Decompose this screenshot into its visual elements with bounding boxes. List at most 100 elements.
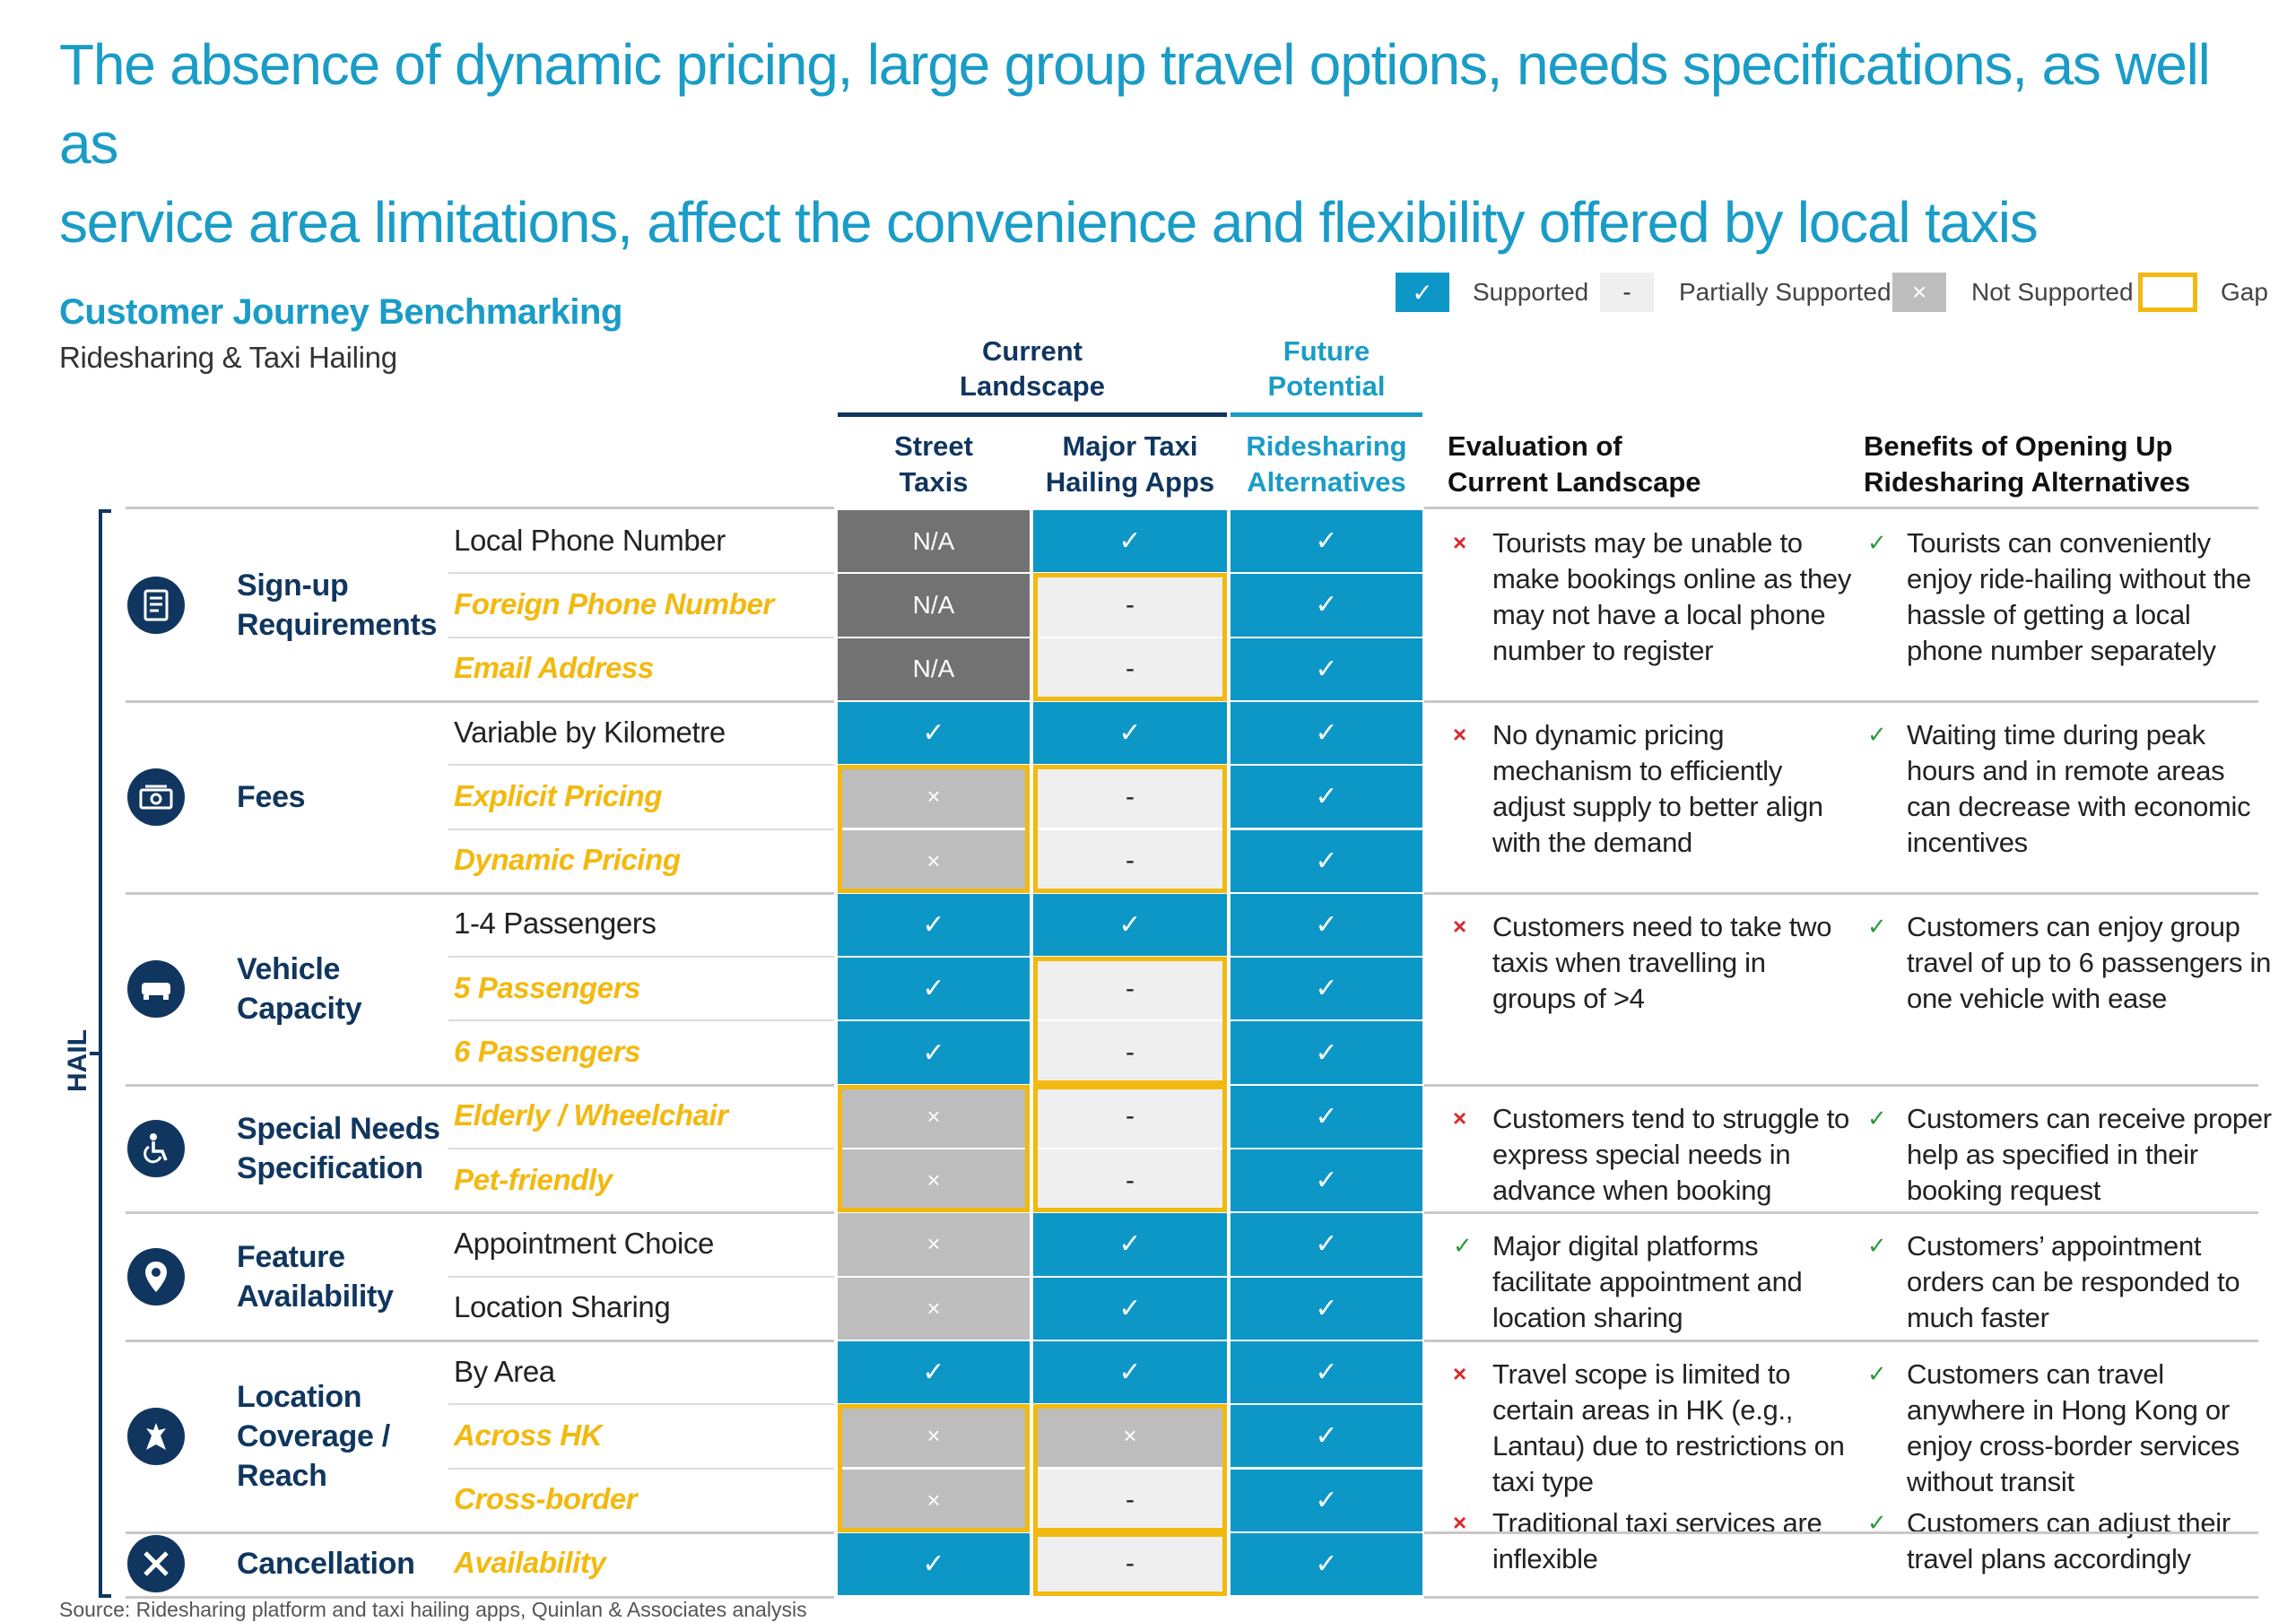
evaluation-text: Tourists may be unable to make bookings … xyxy=(1492,527,1852,666)
group-label: Location Coverage / Reach xyxy=(237,1379,390,1493)
status-cell-major: - xyxy=(1033,829,1227,892)
evaluation-text: Customers need to take two taxis when tr… xyxy=(1492,910,1832,1014)
legend-supported-swatch: ✓ xyxy=(1396,273,1449,312)
status-cell-ride: ✓ xyxy=(1231,766,1422,828)
status-cell-major: - xyxy=(1033,1469,1227,1531)
column-header-ridesharing: Ridesharing Alternatives xyxy=(1246,430,1407,498)
status-cell-ride: ✓ xyxy=(1231,1021,1422,1084)
status-cell-major: ✓ xyxy=(1033,1277,1227,1340)
benefit-text: Waiting time during peak hours and in re… xyxy=(1907,718,2251,858)
cancel-icon xyxy=(127,1535,185,1593)
status-cell-major: - xyxy=(1033,766,1227,828)
criterion-label: Foreign Phone Number xyxy=(454,586,774,620)
benefit-mark-check-icon: ✓ xyxy=(1867,912,1887,940)
evaluation-mark-x-icon: × xyxy=(1453,912,1467,940)
hail-side-label: HAIL xyxy=(63,1029,92,1092)
status-cell-major: ✓ xyxy=(1033,510,1227,573)
status-cell-ride: ✓ xyxy=(1231,958,1422,1020)
status-cell-ride: ✓ xyxy=(1231,1277,1422,1340)
row-separator xyxy=(448,956,834,958)
benefit-text: Customers can receive proper help as spe… xyxy=(1907,1102,2272,1206)
group-separator xyxy=(126,1339,834,1342)
criterion-label: Location Sharing xyxy=(454,1290,671,1324)
evaluation-mark-x-icon: × xyxy=(1453,1508,1467,1536)
status-cell-major: - xyxy=(1033,574,1227,637)
group-label: Special Needs Specification xyxy=(237,1112,440,1185)
legend-partial-label: Partially Supported xyxy=(1679,278,1892,306)
benefit-text: Tourists can conveniently enjoy ride-hai… xyxy=(1907,527,2251,666)
status-cell-ride: ✓ xyxy=(1231,829,1422,892)
status-cell-ride: ✓ xyxy=(1231,701,1422,765)
benefit-mark-check-icon: ✓ xyxy=(1867,1232,1887,1260)
row-separator xyxy=(448,1275,834,1278)
criterion-label: Local Phone Number xyxy=(454,523,726,557)
group-separator xyxy=(1424,891,2258,895)
legend-not-supported-swatch: × xyxy=(1892,273,1946,312)
legend-not-supported-label: Not Supported xyxy=(1971,278,2134,306)
benefit-mark-check-icon: ✓ xyxy=(1867,1359,1887,1387)
status-cell-ride: ✓ xyxy=(1231,893,1422,957)
evaluation-mark-x-icon: × xyxy=(1453,1359,1467,1387)
column-header-benefits: Benefits of Opening Up Ridesharing Alter… xyxy=(1864,430,2191,498)
evaluation-text: Major digital platforms facilitate appoi… xyxy=(1492,1230,1803,1334)
status-cell-street: ✓ xyxy=(838,893,1030,957)
group-separator xyxy=(1424,699,2258,703)
status-cell-ride: ✓ xyxy=(1231,1149,1422,1212)
criterion-label: Explicit Pricing xyxy=(454,778,662,812)
status-cell-street: ✓ xyxy=(838,1532,1030,1596)
status-cell-major: ✓ xyxy=(1033,701,1227,765)
vehicle-icon xyxy=(127,959,185,1018)
status-cell-ride: ✓ xyxy=(1231,574,1422,637)
current-landscape-underline xyxy=(838,412,1227,417)
legend-partial-swatch: - xyxy=(1600,273,1654,312)
criterion-label: Appointment Choice xyxy=(454,1226,714,1260)
section-subtitle: Ridesharing & Taxi Hailing xyxy=(59,341,397,374)
evaluation-text: Traditional taxi services are inflexible xyxy=(1492,1506,1822,1574)
criterion-label: By Area xyxy=(454,1354,555,1388)
row-separator xyxy=(448,764,834,767)
status-cell-major: - xyxy=(1033,638,1227,700)
criterion-label: Pet-friendly xyxy=(454,1162,613,1196)
row-separator xyxy=(448,1467,834,1470)
benefit-text: Customers can adjust their travel plans … xyxy=(1907,1506,2231,1574)
evaluation-mark-check-icon: ✓ xyxy=(1453,1232,1473,1260)
benefit-text: Customers can travel anywhere in Hong Ko… xyxy=(1907,1357,2239,1497)
row-separator xyxy=(448,1019,834,1022)
status-cell-major: - xyxy=(1033,1532,1227,1596)
status-cell-street: N/A xyxy=(838,638,1030,700)
evaluation-text: Customers tend to struggle to express sp… xyxy=(1492,1102,1849,1206)
status-cell-street: × xyxy=(838,766,1030,828)
status-cell-major: - xyxy=(1033,1021,1227,1084)
status-cell-street: × xyxy=(838,1277,1030,1340)
group-separator xyxy=(1424,1083,2258,1087)
row-separator xyxy=(448,1148,834,1149)
benefit-text: Customers’ appointment orders can be res… xyxy=(1907,1230,2240,1334)
status-cell-major: ✓ xyxy=(1033,1340,1227,1404)
hail-bracket-bottom xyxy=(99,1594,111,1598)
row-separator xyxy=(448,828,834,830)
criterion-label: 1-4 Passengers xyxy=(454,906,657,941)
status-cell-street: × xyxy=(838,1213,1030,1276)
group-separator xyxy=(1424,1339,2258,1342)
group-label: Cancellation xyxy=(237,1547,415,1582)
group-label: Vehicle Capacity xyxy=(237,951,362,1026)
benefit-mark-check-icon: ✓ xyxy=(1867,1104,1887,1132)
wheelchair-icon xyxy=(127,1120,185,1177)
status-cell-street: × xyxy=(838,1405,1030,1468)
benefit-text: Customers can enjoy group travel of up t… xyxy=(1907,910,2272,1014)
status-cell-ride: ✓ xyxy=(1231,1085,1422,1148)
evaluation-mark-x-icon: × xyxy=(1453,529,1467,556)
table-bottom-line xyxy=(1424,1596,2258,1600)
legend-supported-label: Supported xyxy=(1473,278,1589,306)
status-cell-ride: ✓ xyxy=(1231,1532,1422,1596)
status-cell-major: - xyxy=(1033,1149,1227,1212)
legend-gap-swatch xyxy=(2138,273,2197,312)
status-cell-street: × xyxy=(838,1469,1030,1531)
criterion-label: 5 Passengers xyxy=(454,970,641,1004)
future-potential-header: Future Potential xyxy=(1267,335,1386,402)
hail-bracket-top xyxy=(99,509,111,513)
group-label: Fees xyxy=(237,779,306,814)
group-separator xyxy=(126,1531,834,1534)
header-line xyxy=(1424,507,2258,509)
criterion-label: 6 Passengers xyxy=(454,1035,641,1069)
